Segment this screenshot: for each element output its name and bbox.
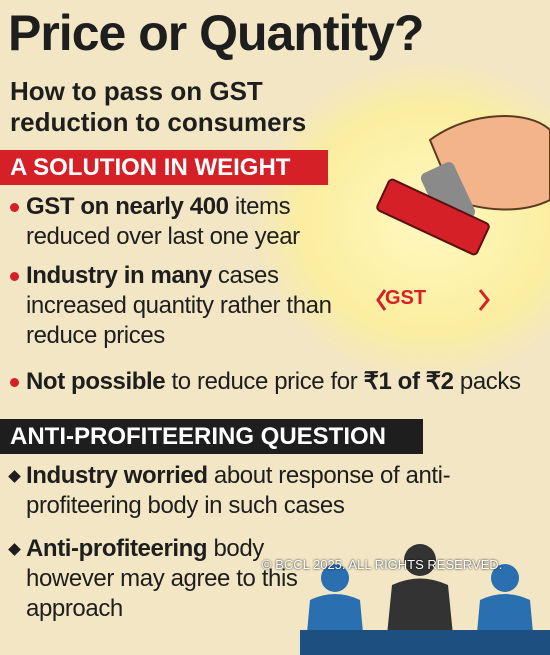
bullet-text: GST on nearly 400 <box>26 193 229 220</box>
bullet: Industry in many cases increased quantit… <box>10 261 346 351</box>
bullet: Not possible to reduce price for ₹1 of ₹… <box>10 367 546 397</box>
bullet: Anti-profiteering body however may agree… <box>8 534 301 624</box>
bullet-marker <box>8 470 21 483</box>
bullet-text: Anti-profiteering <box>26 535 208 562</box>
bullet-text: packs <box>453 368 521 395</box>
bullet-text: body however may agree to this approach <box>26 535 298 622</box>
bullet-marker <box>10 203 19 212</box>
section-heading: ANTI-PROFITEERING QUESTION <box>0 419 423 454</box>
bullet-text: items reduced over last one year <box>26 193 300 250</box>
bullet-text: cases increased quantity rather than red… <box>26 262 332 349</box>
title: Price or Quantity? <box>8 5 424 61</box>
section-heading: A SOLUTION IN WEIGHT <box>0 150 328 185</box>
bullet-text: Industry in many <box>26 262 212 289</box>
bullet: GST on nearly 400 items reduced over las… <box>10 192 346 252</box>
bullet-text: Not possible <box>26 368 166 395</box>
hand-stamp <box>376 115 550 256</box>
bullet: Industry worried about response of anti-… <box>8 461 456 521</box>
bullet-text: to reduce price for <box>165 368 364 395</box>
people <box>300 544 550 655</box>
bullet-marker <box>10 378 19 387</box>
bullet-marker <box>10 272 19 281</box>
bullet-text: Industry worried <box>26 462 208 489</box>
watermark: © BCCL 2025. ALL RIGHTS RESERVED. <box>262 557 503 572</box>
bullet-text: ₹1 of ₹2 <box>363 368 454 395</box>
bullet-text: about response of anti-profiteering body… <box>26 462 451 519</box>
stamp-label: GST <box>385 287 427 309</box>
subtitle: How to pass on GST reduction to consumer… <box>10 76 307 137</box>
bullet-marker <box>8 543 21 556</box>
